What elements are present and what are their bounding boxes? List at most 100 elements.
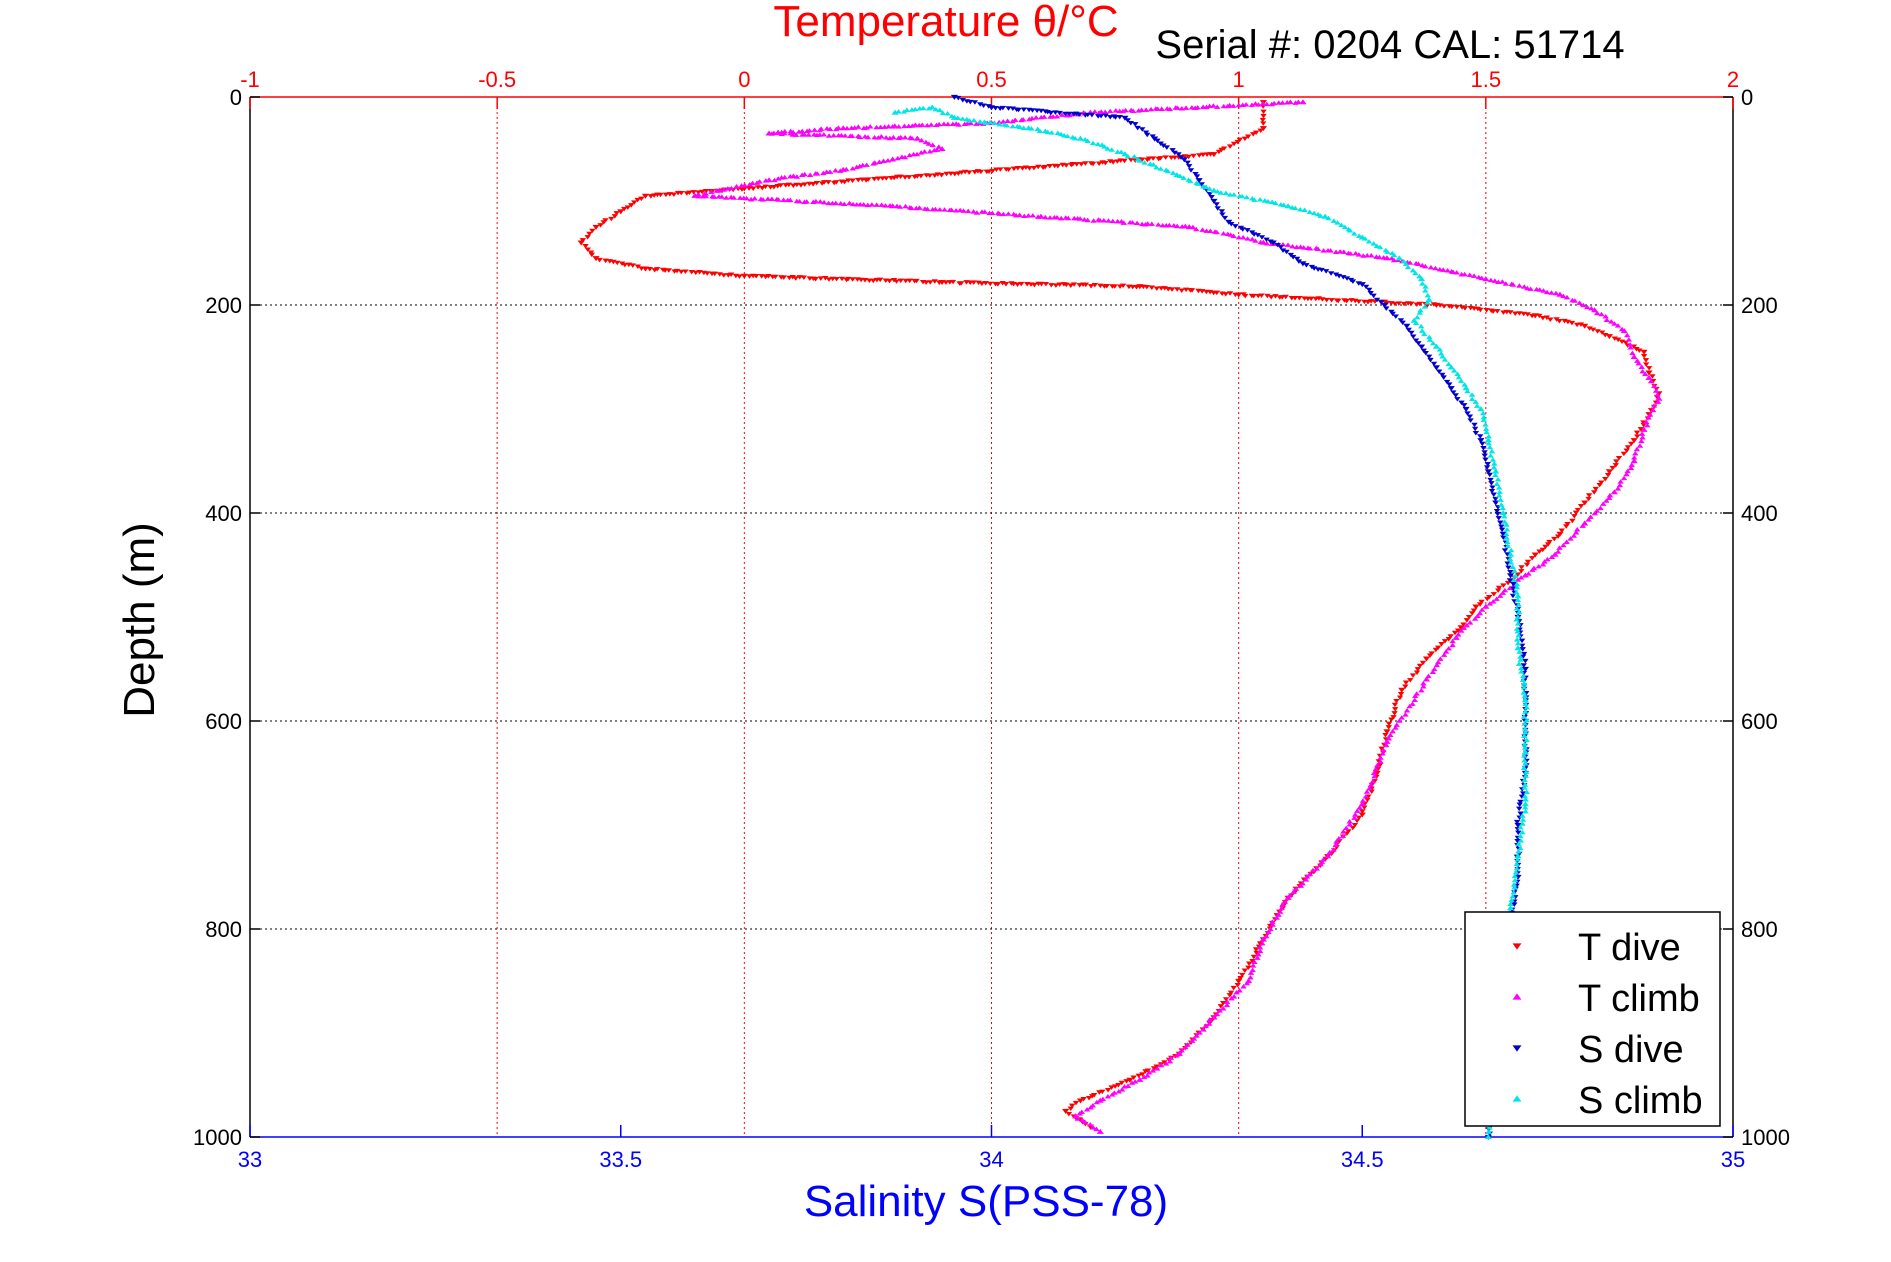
data-point: [994, 282, 1002, 287]
data-point: [1112, 108, 1119, 113]
data-point: [1521, 693, 1528, 698]
data-point: [1297, 244, 1304, 249]
data-point: [1569, 518, 1576, 524]
data-point: [1380, 747, 1387, 753]
data-point: [1283, 249, 1290, 255]
data-point: [856, 134, 864, 140]
data-point: [746, 274, 753, 279]
data-point: [1196, 153, 1203, 158]
data-point: [1245, 965, 1252, 971]
data-point: [1523, 737, 1530, 743]
data-point: [982, 120, 990, 126]
data-point: [1149, 156, 1157, 161]
data-point: [1443, 379, 1451, 385]
data-point: [602, 258, 609, 264]
data-point: [1210, 198, 1218, 204]
data-point: [1351, 231, 1358, 236]
data-point: [1090, 1125, 1097, 1130]
data-point: [1254, 955, 1261, 960]
data-point: [1332, 249, 1340, 254]
data-point: [1102, 109, 1109, 114]
data-point: [1420, 683, 1427, 689]
data-point: [1152, 106, 1160, 111]
data-point: [1594, 329, 1601, 334]
data-point: [1037, 213, 1045, 219]
data-point: [579, 238, 586, 243]
data-point: [1145, 1069, 1153, 1075]
data-point: [882, 135, 890, 140]
data-point: [1536, 313, 1543, 319]
data-point: [1241, 136, 1249, 142]
data-point: [1521, 749, 1529, 755]
data-point: [1235, 978, 1243, 984]
data-point: [1504, 580, 1512, 586]
data-point: [1471, 616, 1479, 621]
data-point: [838, 276, 846, 282]
data-point: [1383, 742, 1390, 748]
data-point: [683, 191, 691, 196]
data-point: [916, 205, 923, 210]
data-point: [1415, 261, 1422, 267]
axes: -1 -0.5 0 0.5 1 1.5 2 33 33.5 34 34.5 35 0 0 200 200 400…: [193, 67, 1790, 1172]
data-point: [1519, 829, 1526, 835]
data-point: [1396, 718, 1403, 723]
data-point: [1643, 419, 1650, 425]
data-point: [926, 149, 934, 154]
data-point: [1103, 283, 1110, 289]
data-point: [1259, 239, 1267, 245]
data-point: [1180, 175, 1187, 180]
data-point: [1127, 157, 1135, 163]
data-point: [1306, 246, 1314, 251]
data-point: [1486, 601, 1494, 606]
data-point: [1284, 894, 1292, 900]
data-point: [1366, 785, 1373, 791]
data-point: [1063, 282, 1070, 288]
data-point: [1124, 1083, 1132, 1088]
data-point: [1127, 121, 1134, 126]
data-point: [1652, 388, 1660, 393]
data-point: [967, 99, 974, 105]
data-point: [1507, 569, 1514, 575]
data-point: [1479, 441, 1486, 447]
data-point: [1505, 565, 1512, 571]
data-point: [1517, 824, 1524, 830]
data-point: [1433, 662, 1441, 668]
data-point: [1623, 471, 1630, 477]
data-point: [809, 182, 817, 187]
data-point: [1053, 215, 1061, 220]
data-point: [1432, 647, 1440, 653]
data-point: [795, 129, 803, 134]
depth-tick-label-left: 1000: [193, 1125, 242, 1150]
data-point: [1495, 516, 1502, 521]
data-point: [1439, 354, 1446, 359]
data-point: [912, 106, 919, 112]
data-point: [801, 131, 808, 137]
data-point: [1521, 284, 1528, 289]
data-point: [832, 200, 839, 206]
data-point: [1432, 365, 1440, 371]
data-point: [1003, 123, 1011, 128]
data-point: [980, 103, 987, 108]
data-point: [1373, 243, 1381, 248]
data-point: [820, 170, 827, 176]
data-point: [1172, 105, 1179, 110]
data-point: [1506, 551, 1515, 557]
data-point: [1535, 563, 1542, 569]
data-point: [1340, 249, 1348, 254]
data-point: [897, 134, 904, 140]
data-point: [1495, 485, 1503, 490]
data-point: [1247, 970, 1255, 975]
data-point: [1193, 226, 1200, 232]
data-point: [1306, 209, 1313, 214]
data-point: [1403, 323, 1411, 329]
data-point: [654, 267, 661, 272]
data-point: [790, 183, 797, 188]
data-point: [1507, 310, 1514, 315]
data-point: [1416, 301, 1424, 307]
data-point: [1383, 306, 1390, 311]
data-point: [1551, 551, 1559, 557]
data-point: [837, 168, 844, 173]
data-point: [1482, 276, 1490, 282]
data-point: [800, 275, 807, 280]
data-point: [902, 203, 909, 209]
